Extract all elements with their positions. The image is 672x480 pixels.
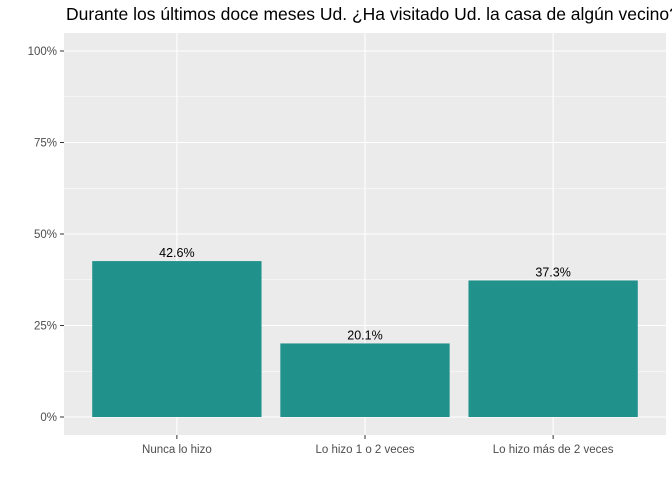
x-tick-label: Lo hizo 1 o 2 veces <box>315 444 414 456</box>
y-tick-label: 25% <box>34 321 57 333</box>
x-tick-label: Lo hizo más de 2 veces <box>493 444 614 456</box>
bar-1 <box>92 261 262 417</box>
data-label-2: 20.1% <box>347 328 382 342</box>
y-tick-label: 100% <box>28 46 57 58</box>
x-axis: Nunca lo hizo Lo hizo 1 o 2 veces Lo hizo … <box>142 435 614 456</box>
y-axis: 0% 25% 50% 75% 100% <box>28 46 64 424</box>
bar-2 <box>280 343 450 417</box>
data-label-1: 42.6% <box>159 246 194 260</box>
chart-title: Durante los últimos doce meses Ud. ¿Ha v… <box>66 4 672 24</box>
x-tick-label: Nunca lo hizo <box>142 444 212 456</box>
bar-3 <box>468 280 638 417</box>
data-labels: 42.6% 20.1% 37.3% <box>159 246 571 342</box>
bars <box>92 261 638 417</box>
data-label-3: 37.3% <box>535 265 570 279</box>
y-tick-label: 75% <box>34 138 57 150</box>
y-tick-label: 50% <box>34 229 57 241</box>
y-tick-label: 0% <box>40 412 57 424</box>
